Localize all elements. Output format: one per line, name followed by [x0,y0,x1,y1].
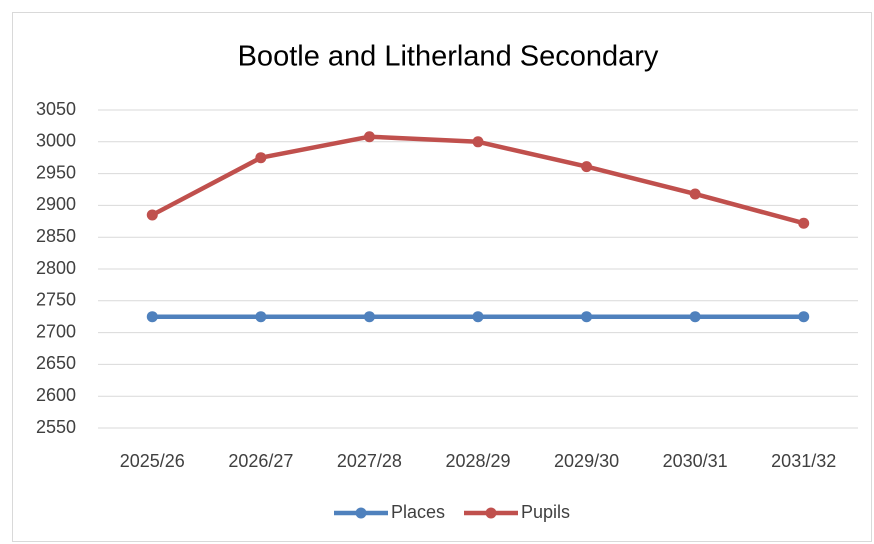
data-point [581,161,593,173]
x-tick-label: 2025/26 [120,451,185,471]
y-tick-label: 2700 [36,321,76,341]
x-tick-label: 2027/28 [337,451,402,471]
data-point [689,311,701,323]
y-tick-label: 2600 [36,385,76,405]
legend-marker [485,507,497,519]
legend-label: Pupils [521,502,570,522]
x-tick-label: 2030/31 [663,451,728,471]
data-point [689,188,701,200]
x-tick-label: 2028/29 [445,451,510,471]
y-tick-label: 2550 [36,417,76,437]
data-point [581,311,593,323]
x-tick-label: 2026/27 [228,451,293,471]
y-tick-label: 2950 [36,162,76,182]
y-tick-label: 2850 [36,226,76,246]
y-tick-label: 2900 [36,194,76,214]
y-tick-label: 3050 [36,99,76,119]
data-point [363,311,375,323]
y-tick-label: 2750 [36,290,76,310]
data-point [472,311,484,323]
legend-marker [355,507,367,519]
y-tick-label: 2800 [36,258,76,278]
data-point [363,131,375,143]
data-point [472,136,484,148]
chart-frame [12,12,872,542]
chart-title: Bootle and Litherland Secondary [238,41,659,73]
legend-label: Places [391,502,445,522]
y-tick-label: 2650 [36,353,76,373]
data-point [798,217,810,229]
data-point [146,209,158,221]
data-point [255,311,267,323]
data-point [798,311,810,323]
data-point [146,311,158,323]
x-tick-label: 2029/30 [554,451,619,471]
x-tick-label: 2031/32 [771,451,836,471]
data-point [255,152,267,164]
y-tick-label: 3000 [36,131,76,151]
